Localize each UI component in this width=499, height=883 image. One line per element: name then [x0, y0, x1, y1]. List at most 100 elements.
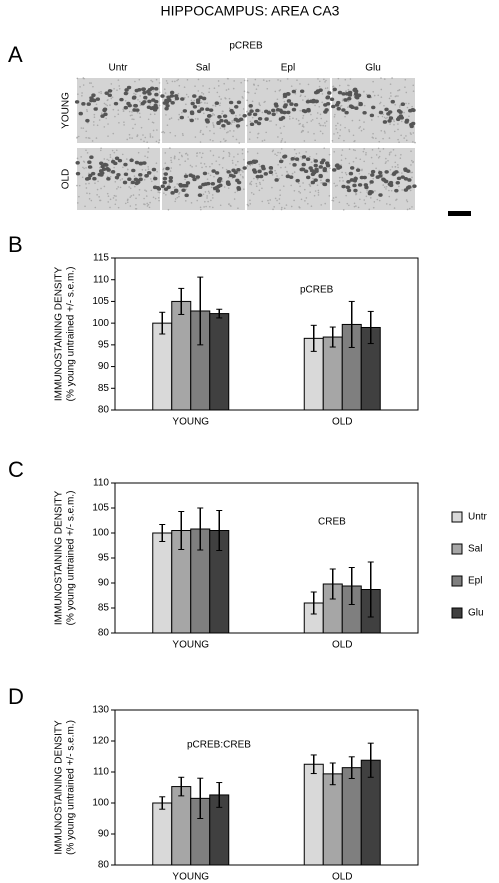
cell	[387, 119, 392, 123]
cell	[198, 185, 203, 190]
speckle	[401, 172, 403, 174]
speckle	[414, 141, 416, 144]
speckle	[333, 133, 335, 135]
speckle	[334, 113, 336, 116]
cell	[226, 121, 231, 125]
speckle	[276, 112, 278, 114]
cell	[231, 174, 236, 178]
speckle	[176, 196, 179, 199]
speckle	[271, 173, 274, 176]
speckle	[223, 128, 226, 130]
speckle	[201, 91, 203, 94]
speckle	[100, 92, 102, 95]
speckle	[98, 91, 100, 94]
speckle	[111, 149, 114, 152]
speckle	[272, 208, 274, 211]
speckle	[385, 117, 387, 120]
speckle	[293, 156, 296, 158]
speckle	[289, 162, 291, 165]
cell	[102, 108, 107, 113]
speckle	[205, 126, 208, 128]
y-tick-label: 110	[93, 478, 109, 489]
speckle	[143, 203, 145, 205]
speckle	[241, 96, 244, 98]
cell	[192, 94, 197, 98]
speckle	[274, 153, 276, 155]
speckle	[338, 176, 341, 179]
speckle	[393, 207, 396, 209]
speckle	[382, 113, 385, 116]
speckle	[309, 191, 311, 194]
speckle	[85, 149, 87, 152]
speckle	[103, 126, 106, 128]
speckle	[221, 180, 224, 182]
cell	[407, 178, 412, 182]
speckle	[290, 205, 293, 208]
speckle	[113, 194, 116, 197]
speckle	[103, 158, 106, 160]
speckle	[183, 96, 186, 99]
cell	[332, 87, 337, 92]
speckle	[363, 90, 365, 93]
cell	[355, 95, 360, 100]
speckle	[147, 151, 149, 153]
speckle	[299, 109, 302, 112]
speckle	[389, 169, 392, 171]
speckle	[129, 137, 131, 139]
speckle	[382, 184, 385, 186]
cell	[358, 102, 363, 107]
speckle	[309, 155, 311, 158]
cell	[404, 120, 409, 124]
cell	[271, 108, 276, 113]
speckle	[93, 124, 95, 126]
cell	[257, 169, 262, 174]
speckle	[275, 172, 277, 175]
speckle	[156, 170, 158, 173]
cell	[211, 169, 216, 173]
speckle	[152, 196, 155, 199]
cell	[168, 175, 174, 180]
cell	[153, 103, 158, 108]
plot-frame	[114, 482, 419, 634]
speckle	[339, 129, 342, 131]
speckle	[365, 151, 367, 154]
speckle	[340, 154, 343, 157]
speckle	[246, 165, 248, 167]
speckle	[228, 153, 231, 155]
cell	[192, 104, 198, 109]
speckle	[83, 77, 85, 80]
speckle	[222, 110, 224, 113]
y-tick-label: 80	[98, 628, 110, 639]
cell	[215, 189, 221, 193]
speckle	[88, 182, 90, 185]
cell	[119, 97, 124, 102]
cell	[337, 90, 343, 95]
speckle	[242, 108, 245, 110]
speckle	[197, 117, 199, 120]
cell	[99, 170, 104, 175]
speckle	[218, 163, 221, 166]
cell	[403, 188, 409, 192]
speckle	[359, 126, 362, 128]
speckle	[331, 199, 334, 202]
speckle	[379, 101, 382, 104]
cell	[165, 103, 170, 108]
cell	[100, 114, 105, 118]
annotation: pCREB	[300, 285, 334, 296]
speckle	[365, 153, 367, 156]
cell	[370, 169, 376, 174]
cell	[133, 103, 138, 108]
speckle	[229, 130, 231, 132]
cell	[126, 85, 132, 90]
speckle	[261, 140, 264, 142]
speckle	[215, 160, 218, 162]
speckle	[105, 117, 107, 120]
cell	[174, 96, 180, 101]
speckle	[325, 79, 327, 82]
annotation: CREB	[318, 517, 346, 528]
speckle	[85, 136, 87, 139]
speckle	[339, 134, 341, 137]
cell	[210, 181, 216, 186]
cell	[278, 159, 284, 164]
cell	[378, 193, 383, 197]
